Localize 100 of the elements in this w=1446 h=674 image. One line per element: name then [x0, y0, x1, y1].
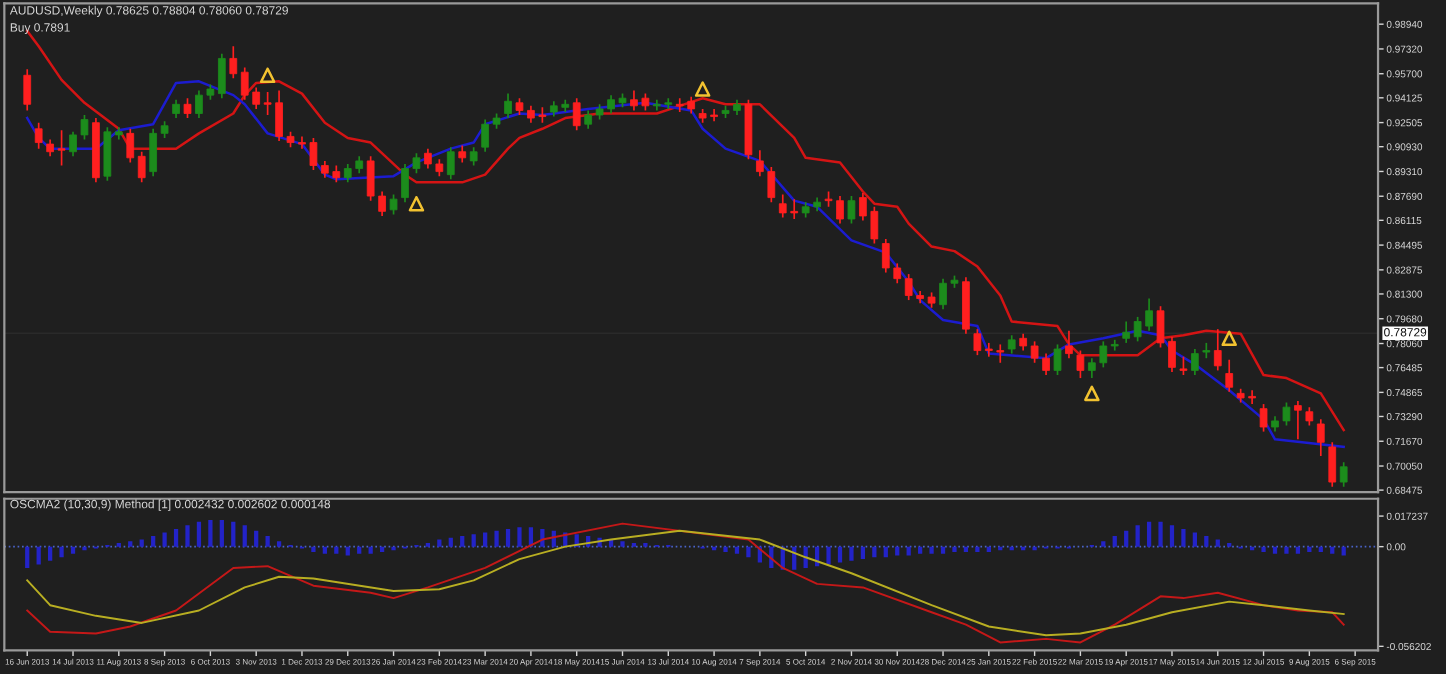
point	[408, 195, 425, 212]
candlestick	[504, 92, 512, 119]
candlestick	[962, 276, 970, 335]
candlestick	[217, 53, 226, 100]
candlestick	[847, 195, 856, 225]
candlestick	[126, 127, 135, 164]
bar	[1112, 536, 1117, 547]
bar	[505, 528, 511, 547]
bar	[471, 534, 476, 547]
bar	[357, 546, 362, 554]
bar	[620, 541, 625, 547]
candlestick	[389, 193, 398, 216]
candlestick	[1179, 355, 1188, 376]
bar	[173, 528, 179, 547]
candlestick	[137, 150, 146, 184]
bar	[322, 546, 327, 554]
candlestick	[1294, 400, 1302, 441]
candlestick	[149, 127, 158, 178]
bar	[1272, 546, 1278, 554]
bar	[265, 536, 270, 547]
bar	[1169, 525, 1175, 547]
candlestick	[469, 146, 478, 167]
candlestick	[584, 109, 593, 130]
bar	[185, 525, 190, 547]
bar	[1215, 539, 1220, 547]
candlestick	[1122, 320, 1131, 344]
bar	[1261, 546, 1266, 552]
bar	[59, 546, 64, 558]
bar	[208, 520, 213, 547]
bar	[1192, 532, 1197, 547]
line-series	[25, 80, 1345, 449]
point	[1084, 385, 1100, 402]
candlestick	[183, 97, 192, 119]
candlestick	[229, 45, 238, 80]
bar	[36, 546, 41, 565]
candlestick	[1007, 334, 1016, 355]
bar	[48, 546, 53, 561]
bar	[494, 530, 499, 547]
bar	[517, 527, 522, 547]
bar	[826, 546, 831, 565]
bar	[196, 521, 202, 547]
bar	[231, 521, 236, 547]
bar	[345, 546, 350, 556]
bar	[918, 546, 923, 554]
bar	[448, 537, 453, 547]
bar	[929, 546, 934, 554]
bar	[25, 546, 30, 568]
bar	[139, 539, 144, 547]
bar	[849, 546, 854, 561]
bar	[70, 546, 76, 554]
bar	[460, 536, 465, 547]
candlestick	[23, 68, 32, 112]
bar	[952, 546, 957, 552]
bar	[151, 536, 156, 547]
bar	[837, 546, 843, 563]
candlestick	[103, 126, 112, 182]
candlestick	[1225, 358, 1234, 393]
candlestick	[1259, 403, 1268, 433]
candlestick	[1191, 348, 1199, 376]
bar	[1181, 528, 1186, 547]
candlestick	[1328, 441, 1337, 488]
bar	[895, 546, 900, 556]
candlestick	[34, 121, 43, 150]
bar	[1295, 546, 1301, 554]
bar	[334, 546, 339, 554]
bar	[1135, 525, 1140, 547]
bar	[368, 546, 373, 554]
candlestick	[1213, 328, 1222, 372]
candlestick	[1065, 329, 1073, 360]
bar	[219, 520, 224, 547]
candlestick	[572, 97, 581, 132]
bar	[746, 546, 751, 558]
bar	[940, 546, 946, 554]
bar	[1146, 521, 1152, 547]
bar	[128, 541, 133, 547]
bar	[723, 546, 728, 552]
bar	[1124, 530, 1129, 547]
bar	[1101, 541, 1106, 547]
point	[1221, 330, 1237, 347]
candlestick	[172, 98, 180, 119]
bar	[1341, 546, 1346, 556]
candlestick	[1053, 343, 1062, 376]
candlestick	[1305, 406, 1314, 427]
bar	[242, 525, 247, 547]
candlestick	[973, 328, 982, 356]
bar	[1284, 546, 1289, 554]
point	[694, 81, 711, 97]
bar	[860, 546, 866, 560]
bar	[975, 546, 980, 552]
bar	[437, 539, 442, 547]
bar	[276, 541, 282, 547]
candlestick	[446, 146, 455, 181]
point	[259, 67, 276, 84]
bar	[734, 546, 740, 554]
bar	[1204, 536, 1209, 547]
candlestick	[1316, 418, 1325, 457]
candlestick	[1339, 461, 1348, 488]
bar	[162, 532, 167, 547]
candlestick	[1076, 349, 1085, 379]
bar	[254, 530, 259, 547]
